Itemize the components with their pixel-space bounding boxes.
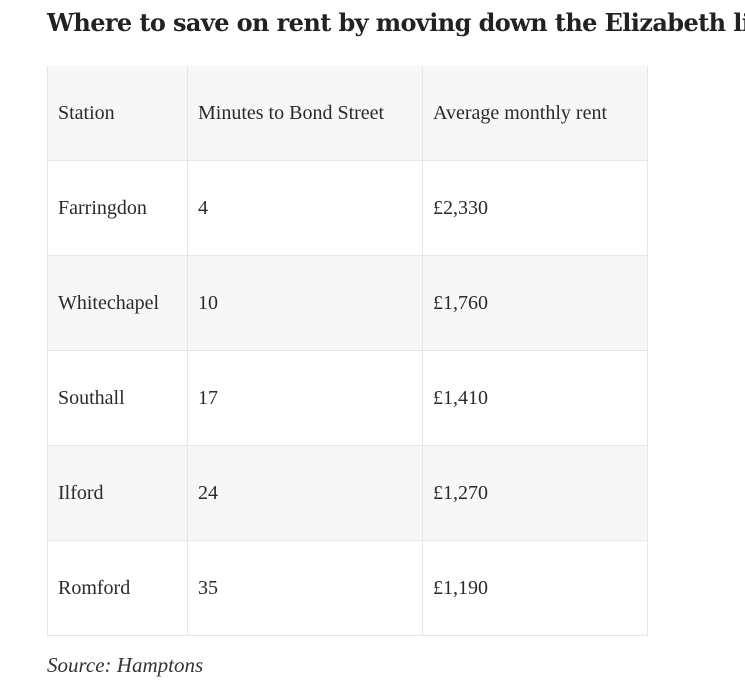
station-cell: Romford (47, 540, 188, 636)
minutes-cell: 10 (187, 255, 423, 351)
station-cell: Whitechapel (47, 255, 188, 351)
table-row: Ilford 24 £1,270 (47, 445, 648, 541)
rent-table: Station Minutes to Bond Street Average m… (47, 66, 648, 636)
source-caption: Source: Hamptons (47, 653, 204, 677)
table-row: Farringdon 4 £2,330 (47, 160, 648, 256)
table-row: Romford 35 £1,190 (47, 540, 648, 636)
station-cell: Southall (47, 350, 188, 446)
table-row: Whitechapel 10 £1,760 (47, 255, 648, 351)
rent-cell: £1,270 (422, 445, 648, 541)
column-header-minutes: Minutes to Bond Street (187, 66, 423, 161)
column-header-rent: Average monthly rent (422, 66, 648, 161)
station-cell: Ilford (47, 445, 188, 541)
minutes-cell: 4 (187, 160, 423, 256)
station-cell: Farringdon (47, 160, 188, 256)
rent-cell: £1,760 (422, 255, 648, 351)
table-header-row: Station Minutes to Bond Street Average m… (47, 66, 648, 161)
column-header-station: Station (47, 66, 188, 161)
minutes-cell: 24 (187, 445, 423, 541)
table-row: Southall 17 £1,410 (47, 350, 648, 446)
minutes-cell: 35 (187, 540, 423, 636)
rent-cell: £1,190 (422, 540, 648, 636)
rent-cell: £2,330 (422, 160, 648, 256)
rent-cell: £1,410 (422, 350, 648, 446)
page-title: Where to save on rent by moving down the… (47, 8, 745, 37)
minutes-cell: 17 (187, 350, 423, 446)
